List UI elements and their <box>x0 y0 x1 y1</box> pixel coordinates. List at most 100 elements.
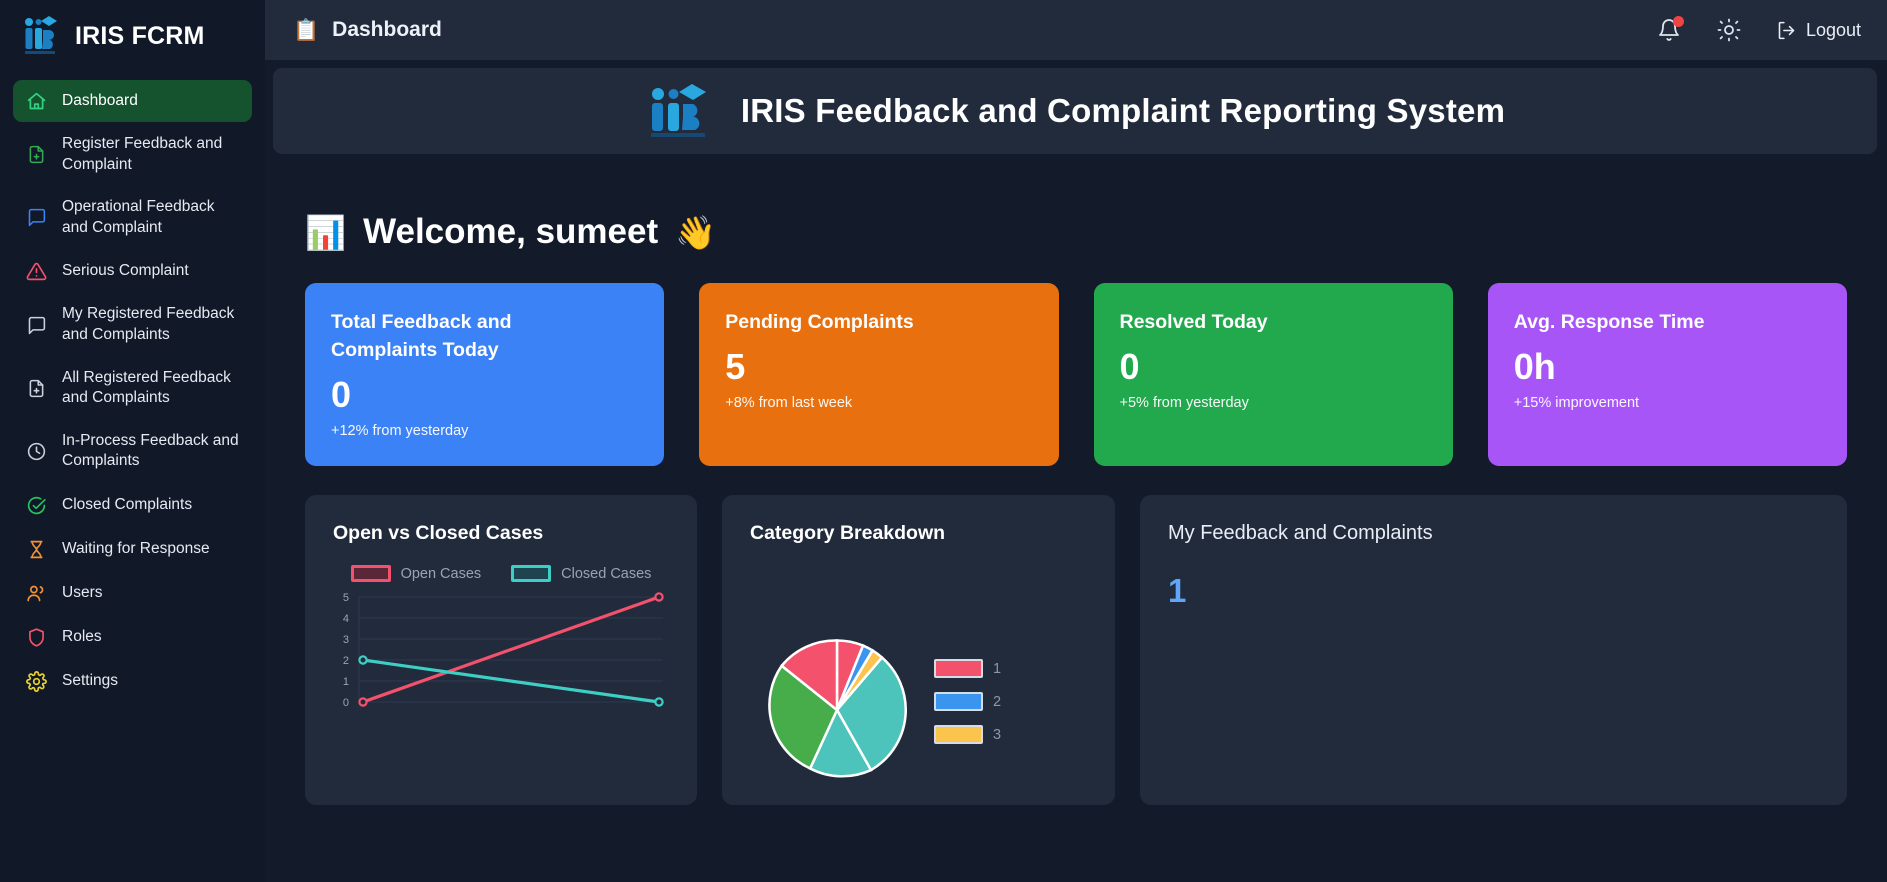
sidebar-item-label: Dashboard <box>62 91 138 109</box>
file-plus-icon <box>25 377 47 399</box>
page-title-text: Dashboard <box>332 18 442 41</box>
page-title: 📋 Dashboard <box>293 18 442 42</box>
y-tick-1: 1 <box>343 676 349 688</box>
notifications-button[interactable] <box>1656 16 1684 43</box>
users-icon <box>25 582 47 604</box>
brand-name: IRIS FCRM <box>75 21 205 50</box>
my-feedback-count: 1 <box>1168 572 1187 609</box>
pie-slice-7 <box>779 639 839 713</box>
iris-logo-icon <box>22 15 62 57</box>
pie-slice-4 <box>835 655 907 772</box>
bar-chart-icon: 📊 <box>305 213 347 251</box>
stat-delta: +8% from last week <box>725 394 853 411</box>
sidebar-item-dashboard[interactable]: Dashboard <box>13 80 252 122</box>
sidebar-item-label: Register Feedback and Complaint <box>62 135 223 173</box>
gear-icon <box>25 670 47 692</box>
sidebar-item-my-registered-feedback-and-complaints[interactable]: My Registered Feedback and Complaints <box>13 294 252 355</box>
line-chart: 5 4 3 2 1 0 <box>343 592 664 709</box>
legend-item-closed-cases[interactable]: Closed Cases <box>511 565 651 582</box>
y-tick-4: 4 <box>343 613 349 625</box>
sidebar-item-in-process-feedback-and-complaints[interactable]: In-Process Feedback and Complaints <box>13 421 252 482</box>
legend-label: 2 <box>993 693 1002 710</box>
stat-cards: Total Feedback and Complaints Today 0 +1… <box>305 283 1847 466</box>
welcome-heading: 📊 Welcome, sumeet 👋 <box>305 212 1847 252</box>
legend-swatch <box>934 692 983 711</box>
sidebar-item-waiting-for-response[interactable]: Waiting for Response <box>13 528 252 570</box>
legend-label: 1 <box>993 660 1002 677</box>
sidebar-item-all-registered-feedback-and-complaints[interactable]: All Registered Feedback and Complaints <box>13 358 252 419</box>
banner-title: IRIS Feedback and Complaint Reporting Sy… <box>740 92 1506 129</box>
sidebar-item-label: Closed Complaints <box>62 495 193 513</box>
sidebar-item-label: Users <box>62 583 103 601</box>
sidebar-item-label: In-Process Feedback and Complaints <box>62 431 239 470</box>
panel-title: Open vs Closed Cases <box>333 522 544 544</box>
pie-slice-5 <box>808 707 873 778</box>
sidebar-item-register-feedback-and-complaint[interactable]: Register Feedback and Complaint <box>13 124 252 185</box>
logout-button[interactable]: Logout <box>1776 20 1861 41</box>
panel-my-feedback-and-complaints: My Feedback and Complaints 1 <box>1140 495 1847 805</box>
panel-open-vs-closed-cases: Open vs Closed Cases Open Cases Closed C… <box>305 495 697 805</box>
stat-delta: +12% from yesterday <box>331 422 469 439</box>
sidebar-item-label: Settings <box>62 671 119 689</box>
stat-value: 0h <box>1513 345 1556 387</box>
waving-hand-icon: 👋 <box>675 213 717 251</box>
sidebar-item-serious-complaint[interactable]: Serious Complaint <box>13 250 252 292</box>
sidebar-item-operational-feedback-and-complaint[interactable]: Operational Feedback and Complaint <box>13 187 252 248</box>
sidebar-item-label: All Registered Feedback and Complaints <box>62 368 231 407</box>
stat-card-avg-response-time[interactable]: Avg. Response Time 0h +15% improvement <box>1487 283 1847 466</box>
panel-title: Category Breakdown <box>750 522 946 544</box>
file-plus-icon <box>25 144 47 166</box>
legend-label: 3 <box>993 726 1002 743</box>
dashboard-content: 📊 Welcome, sumeet 👋 Total Feedback and C… <box>265 154 1887 882</box>
sidebar-item-label: Serious Complaint <box>62 262 189 280</box>
sidebar-nav: Dashboard Register Feedback and Complain… <box>0 72 265 702</box>
pie-slice-6 <box>768 663 839 771</box>
series-open-cases <box>361 595 661 704</box>
message-square-icon <box>25 207 47 229</box>
home-icon <box>25 90 47 112</box>
clock-icon <box>25 440 47 462</box>
stat-card-total-feedback[interactable]: Total Feedback and Complaints Today 0 +1… <box>305 283 665 466</box>
legend-item-1[interactable]: 1 <box>934 659 1001 678</box>
check-circle-icon <box>25 494 47 516</box>
main-area: 📋 Dashboard <box>265 0 1887 882</box>
panel-title: My Feedback and Complaints <box>1168 522 1433 544</box>
stat-delta: +5% from yesterday <box>1119 394 1249 411</box>
stat-value: 0 <box>331 373 352 415</box>
legend-item-2[interactable]: 2 <box>934 692 1001 711</box>
y-tick-0: 0 <box>343 697 349 709</box>
stat-value: 5 <box>725 345 746 387</box>
sidebar-item-label: Roles <box>62 627 102 645</box>
chart-legend: Open Cases Closed Cases <box>333 565 669 582</box>
iris-logo-icon <box>645 82 719 140</box>
stat-card-resolved-today[interactable]: Resolved Today 0 +5% from yesterday <box>1093 283 1453 466</box>
sidebar-item-settings[interactable]: Settings <box>13 660 252 702</box>
legend-swatch <box>934 725 983 744</box>
sidebar-item-users[interactable]: Users <box>13 572 252 614</box>
legend-item-open-cases[interactable]: Open Cases <box>350 565 481 582</box>
sidebar-item-roles[interactable]: Roles <box>13 616 252 658</box>
y-tick-2: 2 <box>343 655 349 667</box>
sidebar: IRIS FCRM Dashboard Register Fe <box>0 0 265 882</box>
hourglass-icon <box>25 538 47 560</box>
legend-label: Closed Cases <box>561 565 652 582</box>
sidebar-item-closed-complaints[interactable]: Closed Complaints <box>13 484 252 526</box>
legend-swatch <box>934 659 983 678</box>
topbar-actions: Logout <box>1656 16 1861 43</box>
pie-chart <box>768 639 907 778</box>
brand[interactable]: IRIS FCRM <box>0 0 265 72</box>
sidebar-item-label: Operational Feedback and Complaint <box>62 198 215 236</box>
stat-card-pending-complaints[interactable]: Pending Complaints 5 +8% from last week <box>699 283 1059 466</box>
shield-icon <box>25 626 47 648</box>
legend-item-3[interactable]: 3 <box>934 725 1001 744</box>
stat-delta: +15% improvement <box>1513 394 1640 411</box>
notification-badge <box>1672 16 1684 27</box>
theme-toggle-button[interactable] <box>1716 17 1742 43</box>
logout-label: Logout <box>1805 19 1861 40</box>
stat-title: Resolved Today <box>1119 311 1268 333</box>
stat-title: Total Feedback and Complaints Today <box>331 311 512 361</box>
y-tick-3: 3 <box>343 634 349 646</box>
clipboard-icon: 📋 <box>293 18 320 42</box>
stat-value: 0 <box>1119 345 1140 387</box>
